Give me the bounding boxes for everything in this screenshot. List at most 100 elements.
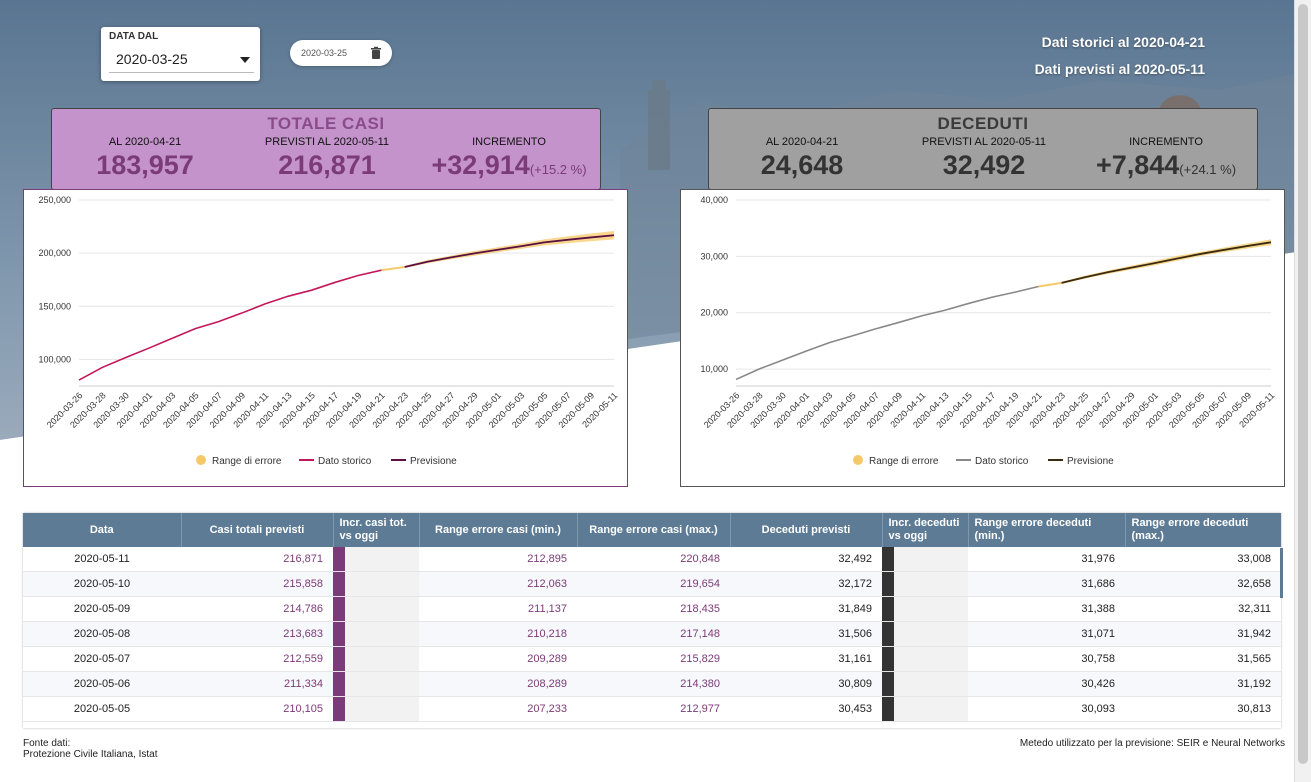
historical-series-line <box>78 269 382 381</box>
row-cases: 212,559 <box>181 646 333 672</box>
col-header-cases[interactable]: Casi totali previsti <box>181 513 334 547</box>
row-cases-incr-bar <box>333 596 419 622</box>
col-header-deaths-max[interactable]: Range errore deceduti (max.) <box>1125 513 1281 547</box>
cases-increment-label: INCREMENTO <box>472 136 546 148</box>
cases-chart-panel: 100,000 150,000 200,000 250,000 2020-03-26 20… <box>23 189 628 487</box>
table-row[interactable]: 2020-05-05 210,105 207,233 212,977 30,453 30,… <box>23 696 1281 722</box>
row-deaths: 30,809 <box>730 671 882 697</box>
deaths-title: DECEDUTI <box>937 114 1029 133</box>
row-cases: 213,683 <box>181 621 333 647</box>
table-row[interactable]: 2020-05-06 211,334 208,289 214,380 30,809 30,… <box>23 671 1281 697</box>
row-cases-max: 217,148 <box>577 621 730 647</box>
deaths-chart-panel: 10,000 20,000 30,000 40,000 2020-03-26 2020-0… <box>680 189 1285 487</box>
y-tick-label: 30,000 <box>700 251 728 261</box>
increment-bar <box>882 572 894 596</box>
page-scrollbar[interactable] <box>1294 0 1311 782</box>
row-deaths-max: 32,658 <box>1125 571 1281 597</box>
row-cases: 214,786 <box>181 596 333 622</box>
cases-increment-col: INCREMENTO +32,914(+15.2 %) <box>419 136 599 181</box>
row-cases-max: 219,654 <box>577 571 730 597</box>
table-row[interactable]: 2020-05-10 215,858 212,063 219,654 32,172 31,… <box>23 571 1281 597</box>
col-header-cases-max[interactable]: Range errore casi (max.) <box>577 513 731 547</box>
row-deaths: 32,172 <box>730 571 882 597</box>
row-deaths-incr-bar <box>882 671 968 697</box>
col-header-cases-incr[interactable]: Incr. casi tot. vs oggi <box>333 513 420 547</box>
deaths-forecast-label: PREVISTI AL 2020-05-11 <box>921 136 1047 148</box>
method-note: Metedo utilizzato per la previsione: SEI… <box>1019 738 1285 749</box>
table-row[interactable]: 2020-05-11 216,871 212,895 220,848 32,492 31,… <box>23 547 1281 572</box>
row-cases-incr-bar <box>333 621 419 647</box>
trash-icon[interactable] <box>369 46 383 60</box>
row-deaths: 30,453 <box>730 696 882 722</box>
row-deaths-min: 30,426 <box>968 671 1125 697</box>
legend-error-label: Range di errore <box>212 456 282 467</box>
row-cases-min: 212,063 <box>419 571 577 597</box>
deaths-current-label: AL 2020-04-21 <box>765 136 839 148</box>
row-cases-min: 211,137 <box>419 596 577 622</box>
col-header-cases-min[interactable]: Range errore casi (min.) <box>419 513 578 547</box>
deaths-card: DECEDUTI AL 2020-04-21 24,648 PREVISTI A… <box>708 108 1258 190</box>
row-deaths-incr-bar <box>882 646 968 672</box>
row-cases-min: 209,289 <box>419 646 577 672</box>
row-deaths-min: 31,071 <box>968 621 1125 647</box>
row-date: 2020-05-10 <box>23 571 181 597</box>
chevron-down-icon[interactable] <box>240 57 250 63</box>
row-deaths: 31,161 <box>730 646 882 672</box>
row-cases: 210,105 <box>181 696 333 722</box>
table-row[interactable]: 2020-05-09 214,786 211,137 218,435 31,849 31,… <box>23 596 1281 622</box>
increment-bar <box>882 672 894 696</box>
cases-chart[interactable]: 100,000150,000200,000250,0002020-03-2620… <box>24 190 627 486</box>
row-cases-incr-bar <box>333 571 419 597</box>
row-deaths-incr-bar <box>882 547 968 572</box>
row-deaths: 31,506 <box>730 621 882 647</box>
y-tick-label: 20,000 <box>700 308 728 318</box>
increment-bar <box>882 622 894 646</box>
date-from-dropdown[interactable]: DATA DAL 2020-03-25 <box>101 27 260 81</box>
forecast-series-line <box>404 234 615 268</box>
legend-error-marker <box>853 455 863 465</box>
deaths-increment-col: INCREMENTO +7,844(+24.1 %) <box>1076 136 1256 181</box>
deaths-increment-pct: (+24.1 %) <box>1179 162 1237 177</box>
row-date: 2020-05-07 <box>23 646 181 672</box>
forecast-table: Data Casi totali previsti Incr. casi tot… <box>23 513 1281 728</box>
deaths-forecast-value: 32,492 <box>942 150 1026 180</box>
row-deaths-min: 31,976 <box>968 547 1125 572</box>
table-scrollbar[interactable] <box>1280 548 1283 598</box>
total-cases-title: TOTALE CASI <box>267 114 385 133</box>
date-from-value[interactable]: 2020-03-25 <box>116 51 188 67</box>
col-header-date[interactable]: Data <box>23 513 182 547</box>
error-range-band <box>1061 239 1271 284</box>
cases-current-label: AL 2020-04-21 <box>108 136 182 148</box>
deaths-forecast-col: PREVISTI AL 2020-05-11 32,492 <box>894 136 1074 181</box>
increment-bar <box>333 597 345 621</box>
table-row[interactable]: 2020-05-07 212,559 209,289 215,829 31,161 30,… <box>23 646 1281 672</box>
deaths-current-col: AL 2020-04-21 24,648 <box>712 136 892 181</box>
source-text: Protezione Civile Italiana, Istat <box>23 749 158 760</box>
date-filter-chip[interactable]: 2020-03-25 <box>290 40 392 66</box>
col-header-deaths-incr[interactable]: Incr. deceduti vs oggi <box>882 513 969 547</box>
row-cases-max: 220,848 <box>577 547 730 572</box>
row-cases-min: 212,895 <box>419 547 577 572</box>
row-cases-max: 215,829 <box>577 646 730 672</box>
row-cases-incr-bar <box>333 547 419 572</box>
cases-forecast-label: PREVISTI AL 2020-05-11 <box>264 136 390 148</box>
error-range-band <box>404 230 614 269</box>
row-cases-min: 207,233 <box>419 696 577 722</box>
row-deaths-max: 30,813 <box>1125 696 1281 722</box>
total-cases-card: TOTALE CASI AL 2020-04-21 183,957 PREVIS… <box>51 108 601 190</box>
gap-connector <box>1038 281 1062 288</box>
row-deaths-incr-bar <box>882 596 968 622</box>
increment-bar <box>333 547 345 571</box>
y-tick-label: 250,000 <box>38 195 71 205</box>
deaths-chart[interactable]: 10,00020,00030,00040,0002020-03-262020-0… <box>681 190 1284 486</box>
row-date: 2020-05-06 <box>23 671 181 697</box>
row-deaths-incr-bar <box>882 621 968 647</box>
increment-bar <box>333 672 345 696</box>
table-row[interactable]: 2020-05-08 213,683 210,218 217,148 31,506 31,… <box>23 621 1281 647</box>
increment-bar <box>882 697 894 721</box>
col-header-deaths-min[interactable]: Range errore deceduti (min.) <box>968 513 1126 547</box>
col-header-deaths[interactable]: Deceduti previsti <box>730 513 883 547</box>
row-cases: 215,858 <box>181 571 333 597</box>
scrollbar-thumb[interactable] <box>1298 4 1308 764</box>
row-cases-incr-bar <box>333 646 419 672</box>
